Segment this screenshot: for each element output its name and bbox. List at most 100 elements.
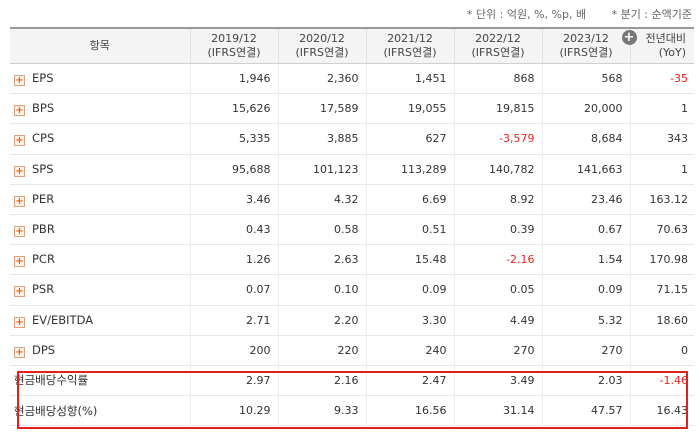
metric-name: PCR xyxy=(32,252,55,267)
expand-icon[interactable]: + xyxy=(14,135,25,147)
metric-name: DPS xyxy=(32,342,56,357)
yoy-cell: 1 xyxy=(629,154,694,185)
value-cell: 0.39 xyxy=(453,214,542,246)
yoy-cell: -35 xyxy=(629,63,694,95)
value-cell: 4.49 xyxy=(453,305,542,336)
value-cell: 8.92 xyxy=(453,184,542,215)
value-cell: 0.51 xyxy=(365,214,454,246)
value-cell: 31.14 xyxy=(453,395,542,427)
value-cell: 0.10 xyxy=(277,274,366,306)
header-yoy: + 전년대비 (YoY) xyxy=(621,27,694,64)
value-cell: 15,626 xyxy=(189,93,278,125)
value-cell: 0.07 xyxy=(189,274,278,306)
expand-icon[interactable]: + xyxy=(14,256,25,268)
financial-ratio-table: 항목 2019/12 (IFRS연결) 2020/12 (IFRS연결) 2021/… xyxy=(10,27,694,427)
row-label[interactable]: + CPS xyxy=(10,123,190,155)
yoy-cell: 16.43 xyxy=(629,395,694,427)
value-cell: 2.63 xyxy=(277,244,366,276)
metric-name: 현금배당성향(%) xyxy=(10,395,190,427)
row-label[interactable]: + PSR xyxy=(10,274,190,306)
value-cell: 270 xyxy=(453,335,542,366)
plus-circle-icon[interactable]: + xyxy=(621,30,637,45)
table-row: + EV/EBITDA 2.71 2.20 3.30 4.49 5.32 18.60 xyxy=(10,305,694,336)
row-label[interactable]: + PCR xyxy=(10,244,190,276)
value-cell: 3,885 xyxy=(277,123,366,155)
value-cell: 3.49 xyxy=(453,365,542,397)
header-item: 항목 xyxy=(10,27,190,64)
row-label[interactable]: + SPS xyxy=(10,154,190,185)
table-row: + CPS 5,335 3,885 627 -3,579 8,684 343 xyxy=(10,123,694,155)
table-body: + EPS 1,946 2,360 1,451 868 568 -35 + BPS 15,626 17… xyxy=(10,63,694,427)
expand-icon[interactable]: + xyxy=(14,286,25,298)
metric-name: PBR xyxy=(32,222,55,237)
unit-notes: * 단위 : 억원, %, %p, 배 * 분기 : 순액기준 xyxy=(445,6,692,22)
value-cell: 3.46 xyxy=(189,184,278,215)
value-cell: 17,589 xyxy=(277,93,366,125)
yoy-cell: 70.63 xyxy=(629,214,694,246)
table-row: + BPS 15,626 17,589 19,055 19,815 20,000 1 xyxy=(10,93,694,125)
value-cell: 2.20 xyxy=(277,305,366,336)
table-row: + PCR 1.26 2.63 15.48 -2.16 1.54 170.98 xyxy=(10,244,694,276)
value-cell: 0.09 xyxy=(541,274,630,306)
expand-icon[interactable]: + xyxy=(14,165,25,177)
yoy-cell: 1 xyxy=(629,93,694,125)
yoy-cell: 163.12 xyxy=(629,184,694,215)
expand-icon[interactable]: + xyxy=(14,226,25,238)
value-cell: 9.33 xyxy=(277,395,366,427)
value-cell: 2.03 xyxy=(541,365,630,397)
metric-name: 현금배당수익률 xyxy=(10,365,190,397)
header-year-2021: 2021/12 (IFRS연결) xyxy=(365,27,454,64)
metric-name: PER xyxy=(32,191,55,206)
value-cell: 1,946 xyxy=(189,63,278,95)
value-cell: 568 xyxy=(541,63,630,95)
value-cell: 1,451 xyxy=(365,63,454,95)
value-cell: 0.43 xyxy=(189,214,278,246)
yoy-cell: -1.46 xyxy=(629,365,694,397)
metric-name: CPS xyxy=(32,131,55,146)
value-cell: 47.57 xyxy=(541,395,630,427)
value-cell: 2.71 xyxy=(189,305,278,336)
yoy-cell: 170.98 xyxy=(629,244,694,276)
value-cell: 2.47 xyxy=(365,365,454,397)
value-cell: 15.48 xyxy=(365,244,454,276)
table-row: + DPS 200 220 240 270 270 0 xyxy=(10,335,694,366)
header-year-2019: 2019/12 (IFRS연결) xyxy=(189,27,278,64)
row-label[interactable]: + BPS xyxy=(10,93,190,125)
value-cell: 4.32 xyxy=(277,184,366,215)
metric-name: PSR xyxy=(32,282,55,297)
table-row: + PSR 0.07 0.10 0.09 0.05 0.09 71.15 xyxy=(10,274,694,306)
row-label[interactable]: + EV/EBITDA xyxy=(10,305,190,336)
value-cell: 2.16 xyxy=(277,365,366,397)
value-cell: 6.69 xyxy=(365,184,454,215)
value-cell: 16.56 xyxy=(365,395,454,427)
value-cell: 5,335 xyxy=(189,123,278,155)
expand-icon[interactable]: + xyxy=(14,105,25,117)
value-cell: 5.32 xyxy=(541,305,630,336)
yoy-cell: 343 xyxy=(629,123,694,155)
row-label[interactable]: + PER xyxy=(10,184,190,215)
value-cell: -2.16 xyxy=(453,244,542,276)
expand-icon[interactable]: + xyxy=(14,316,25,328)
value-cell: 868 xyxy=(453,63,542,95)
table-header: 항목 2019/12 (IFRS연결) 2020/12 (IFRS연결) 2021/… xyxy=(10,27,694,64)
value-cell: 140,782 xyxy=(453,154,542,185)
yoy-cell: 18.60 xyxy=(629,305,694,336)
table-row: + PER 3.46 4.32 6.69 8.92 23.46 163.12 xyxy=(10,184,694,215)
row-label[interactable]: + EPS xyxy=(10,63,190,95)
value-cell: 240 xyxy=(365,335,454,366)
expand-icon[interactable]: + xyxy=(14,195,25,207)
header-year-2022: 2022/12 (IFRS연결) xyxy=(453,27,542,64)
expand-icon[interactable]: + xyxy=(14,75,25,87)
value-cell: 270 xyxy=(541,335,630,366)
table-row: + SPS 95,688 101,123 113,289 140,782 141,663 1 xyxy=(10,154,694,185)
expand-icon[interactable]: + xyxy=(14,346,25,358)
value-cell: 0.58 xyxy=(277,214,366,246)
row-label[interactable]: + DPS xyxy=(10,335,190,366)
value-cell: 0.67 xyxy=(541,214,630,246)
value-cell: 101,123 xyxy=(277,154,366,185)
row-label[interactable]: + PBR xyxy=(10,214,190,246)
value-cell: 627 xyxy=(365,123,454,155)
metric-name: EPS xyxy=(32,71,54,86)
value-cell: 3.30 xyxy=(365,305,454,336)
highlight-row: 현금배당성향(%) 10.29 9.33 16.56 31.14 47.57 16.43 xyxy=(10,395,694,427)
